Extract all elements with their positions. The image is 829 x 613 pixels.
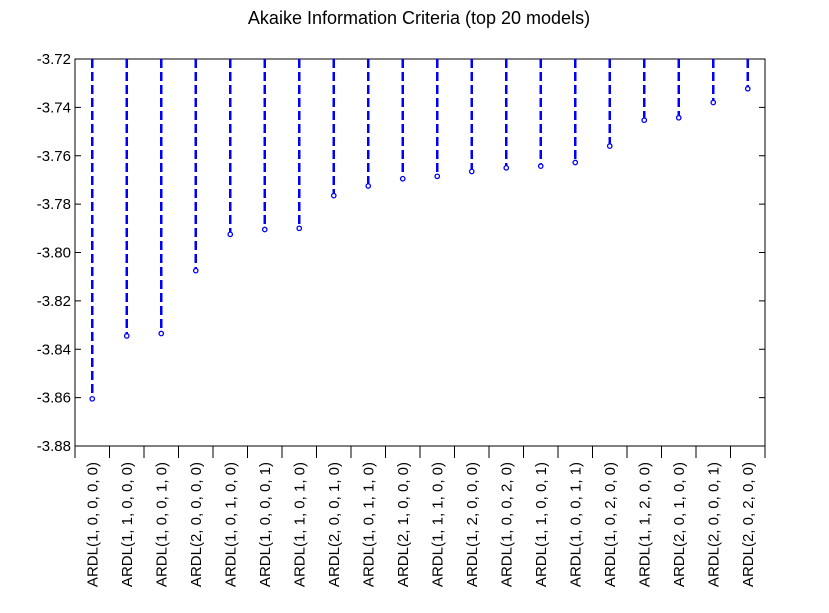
data-point <box>434 173 441 180</box>
data-point <box>503 164 510 171</box>
data-point <box>365 183 372 189</box>
x-tick-label: ARDL(1, 0, 1, 1, 0) <box>360 462 377 587</box>
data-point <box>572 159 579 166</box>
x-tick-label: ARDL(1, 1, 0, 1, 0) <box>291 462 308 587</box>
plot-frame <box>74 58 766 447</box>
y-tick-label: -3.74 <box>37 99 71 116</box>
y-tick-label: -3.72 <box>37 51 71 68</box>
data-point <box>641 117 648 124</box>
data-point <box>227 231 234 238</box>
y-tick-label: -3.86 <box>37 390 71 407</box>
x-tick-label: ARDL(1, 0, 0, 0, 0) <box>84 462 101 587</box>
x-tick-label: ARDL(1, 2, 0, 0, 0) <box>464 462 481 587</box>
data-point <box>606 143 613 149</box>
data-point <box>123 333 130 339</box>
x-tick-label: ARDL(1, 1, 0, 0, 1) <box>533 462 550 587</box>
x-tick-label: ARDL(1, 0, 2, 0, 0) <box>602 462 619 587</box>
x-tick-label: ARDL(1, 0, 0, 0, 1) <box>257 462 274 587</box>
x-tick-label: ARDL(1, 1, 0, 0, 0) <box>119 462 136 587</box>
y-tick-label: -3.78 <box>37 196 71 213</box>
x-tick-label: ARDL(1, 0, 1, 0, 0) <box>222 462 239 587</box>
x-tick-label: ARDL(1, 0, 0, 1, 0) <box>153 462 170 587</box>
data-point <box>296 225 303 232</box>
drop-lines <box>89 59 751 402</box>
x-tick-label: ARDL(2, 0, 0, 1, 0) <box>326 462 343 587</box>
x-tick-label: ARDL(2, 0, 0, 0, 1) <box>705 462 722 587</box>
y-tick-label: -3.82 <box>37 293 71 310</box>
data-point <box>261 226 268 233</box>
data-point <box>89 395 96 402</box>
data-point <box>744 85 751 92</box>
x-tick-label: ARDL(2, 0, 2, 0, 0) <box>740 462 757 587</box>
x-tick-label: ARDL(1, 1, 2, 0, 0) <box>636 462 653 587</box>
y-tick-label: -3.76 <box>37 148 71 165</box>
data-point <box>330 192 337 199</box>
x-tick-label: ARDL(2, 1, 0, 0, 0) <box>395 462 412 587</box>
data-point <box>537 163 544 170</box>
data-point <box>468 168 475 175</box>
y-tick-label: -3.84 <box>37 341 71 358</box>
data-point <box>675 114 682 121</box>
x-tick-label: ARDL(1, 1, 1, 0, 0) <box>429 462 446 587</box>
x-tick-label: ARDL(2, 0, 1, 0, 0) <box>671 462 688 587</box>
data-point <box>158 330 165 337</box>
y-tick-label: -3.80 <box>37 245 71 262</box>
x-tick-label: ARDL(2, 0, 0, 0, 0) <box>188 462 205 587</box>
data-point <box>192 267 199 274</box>
x-axis: ARDL(1, 0, 0, 0, 0) ARDL(1, 1, 0, 0, 0) AR… <box>74 446 766 587</box>
x-tick-label: ARDL(1, 0, 0, 1, 1) <box>567 462 584 587</box>
data-point <box>710 99 717 106</box>
y-tick-label: -3.88 <box>37 438 71 455</box>
y-axis: -3.72 -3.74 -3.76 -3.78 -3.80 -3.82 -3.84 -3.86… <box>37 51 765 455</box>
chart-title: Akaike Information Criteria (top 20 mode… <box>248 8 590 28</box>
x-tick-label: ARDL(1, 0, 0, 2, 0) <box>498 462 515 587</box>
data-point <box>399 175 406 182</box>
